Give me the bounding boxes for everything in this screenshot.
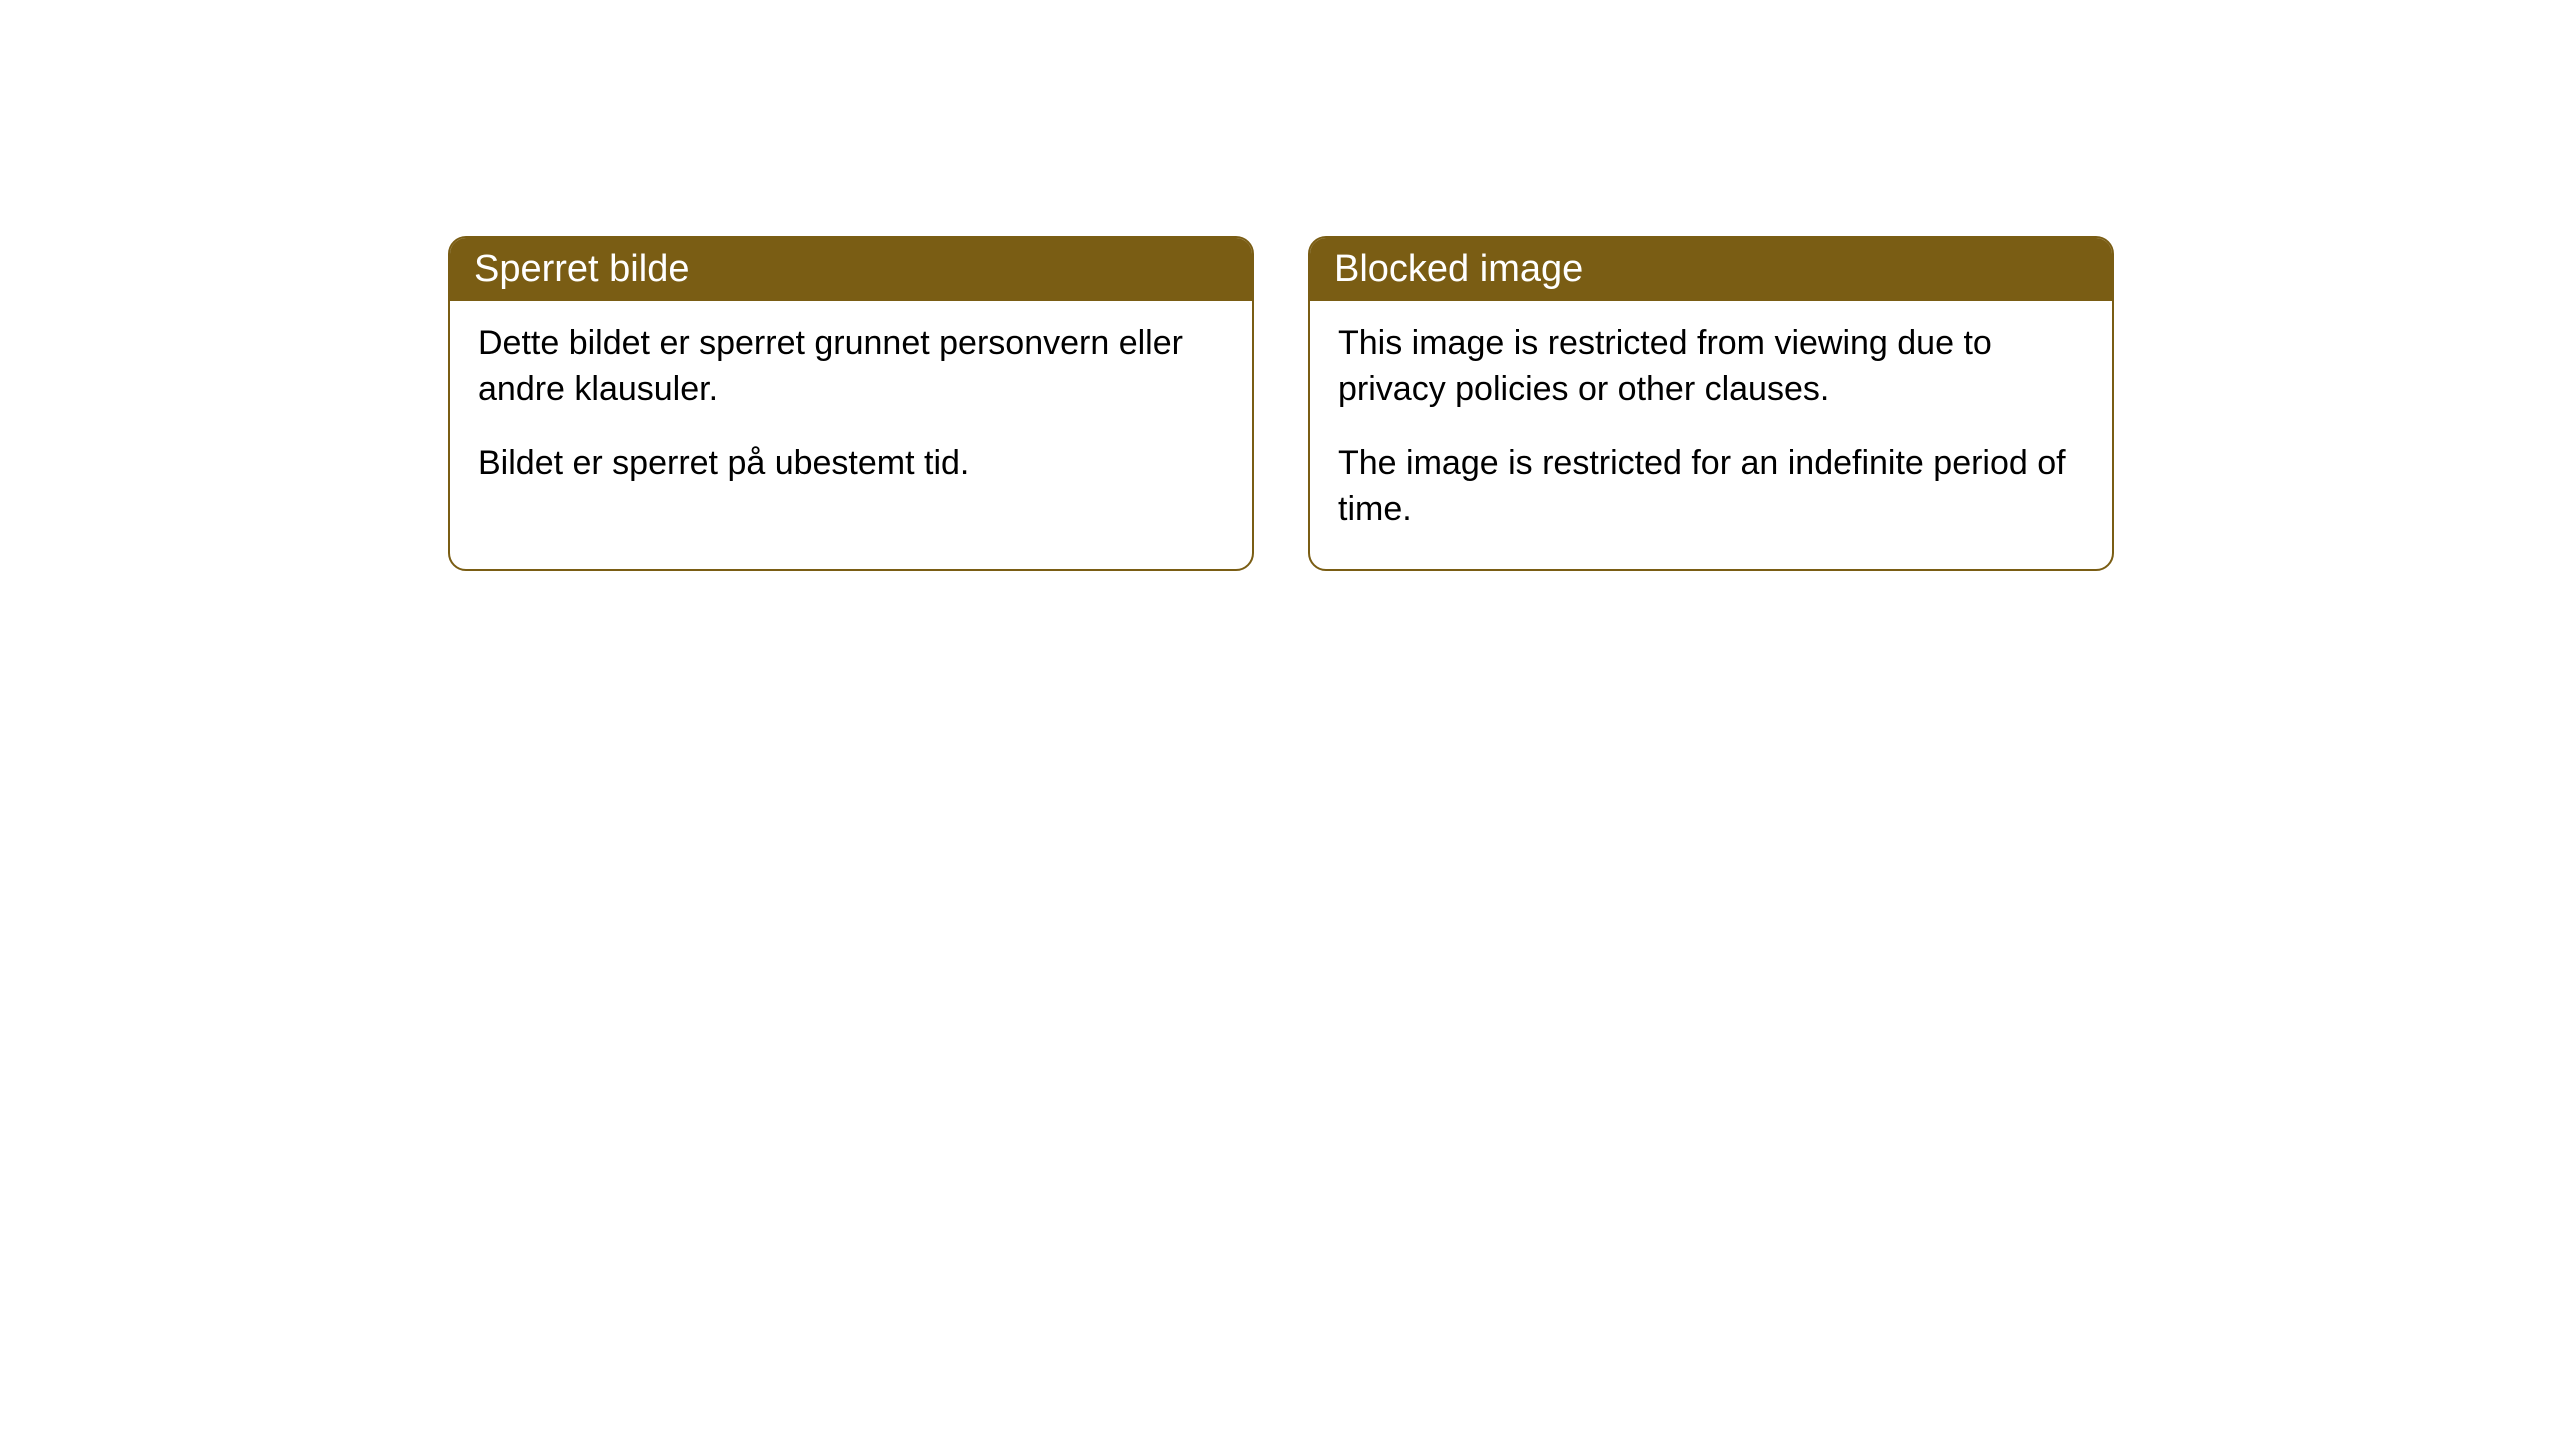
- card-text-en-2: The image is restricted for an indefinit…: [1338, 441, 2084, 533]
- card-title-en: Blocked image: [1334, 248, 1583, 290]
- card-text-en-1: This image is restricted from viewing du…: [1338, 321, 2084, 413]
- card-text-no-2: Bildet er sperret på ubestemt tid.: [478, 441, 1224, 487]
- card-title-no: Sperret bilde: [474, 248, 689, 290]
- card-body-no: Dette bildet er sperret grunnet personve…: [450, 301, 1252, 523]
- cards-container: Sperret bilde Dette bildet er sperret gr…: [448, 236, 2114, 571]
- card-header-no: Sperret bilde: [450, 238, 1252, 301]
- card-header-en: Blocked image: [1310, 238, 2112, 301]
- card-text-no-1: Dette bildet er sperret grunnet personve…: [478, 321, 1224, 413]
- blocked-image-card-no: Sperret bilde Dette bildet er sperret gr…: [448, 236, 1254, 571]
- blocked-image-card-en: Blocked image This image is restricted f…: [1308, 236, 2114, 571]
- card-body-en: This image is restricted from viewing du…: [1310, 301, 2112, 569]
